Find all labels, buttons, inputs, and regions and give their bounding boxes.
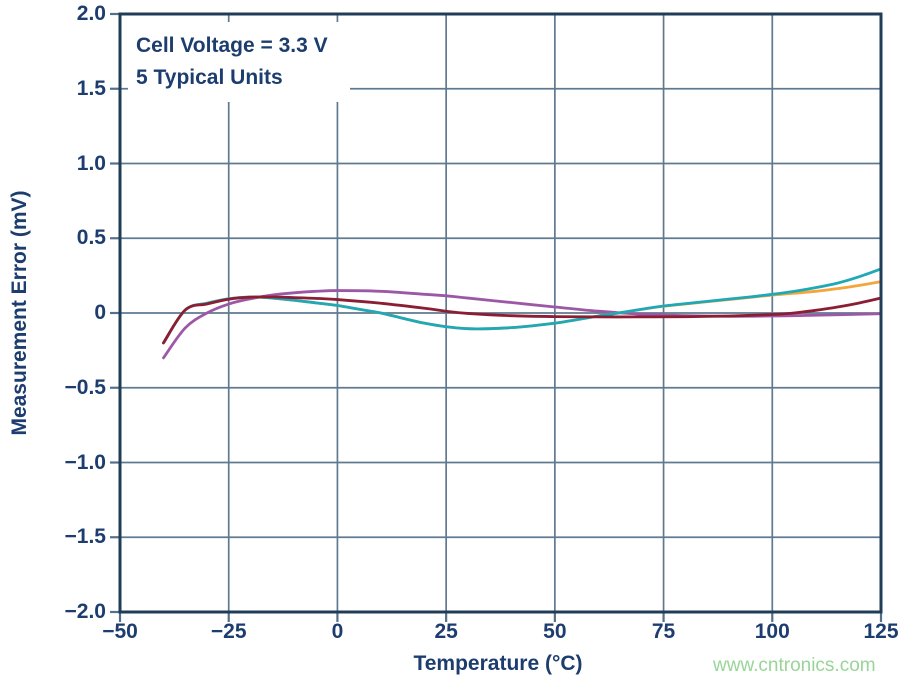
plot-frame (118, 12, 883, 614)
annotation-line-typical-units: 5 Typical Units (136, 66, 283, 89)
x-tick-label: 25 (434, 620, 458, 643)
y-tick-label: 1.5 (76, 76, 106, 100)
curve-unit-darkred (162, 295, 883, 345)
y-tick-label: −1.0 (64, 450, 106, 474)
y-tick-label: 0.5 (76, 226, 106, 250)
x-tick-label: 50 (543, 620, 567, 643)
y-tick-label: 0 (94, 301, 106, 324)
annotation-box: Cell Voltage = 3.3 V 5 Typical Units (128, 22, 350, 102)
x-tick-label: −50 (102, 620, 138, 643)
y-tick-label: 2.0 (76, 2, 106, 25)
x-tick-label: 100 (754, 620, 790, 643)
curve-unit-teal (162, 267, 883, 345)
x-tick-label: 75 (651, 620, 676, 643)
x-tick-label: 0 (331, 620, 344, 643)
y-tick-label: −2.0 (64, 600, 106, 623)
x-axis-title: Temperature (°C) (413, 652, 583, 675)
x-tick-label: −25 (210, 620, 247, 643)
y-tick-label: 1.0 (76, 151, 106, 175)
y-tick-label: −0.5 (64, 375, 106, 399)
annotation-line-cell-voltage: Cell Voltage = 3.3 V (136, 34, 328, 57)
x-tick-label: 125 (863, 620, 899, 643)
curve-unit-purple (162, 289, 883, 360)
y-tick-label: −1.5 (64, 525, 106, 549)
watermark-text: www.cntronics.com (713, 655, 876, 676)
y-axis-title: Measurement Error (mV) (8, 190, 31, 436)
